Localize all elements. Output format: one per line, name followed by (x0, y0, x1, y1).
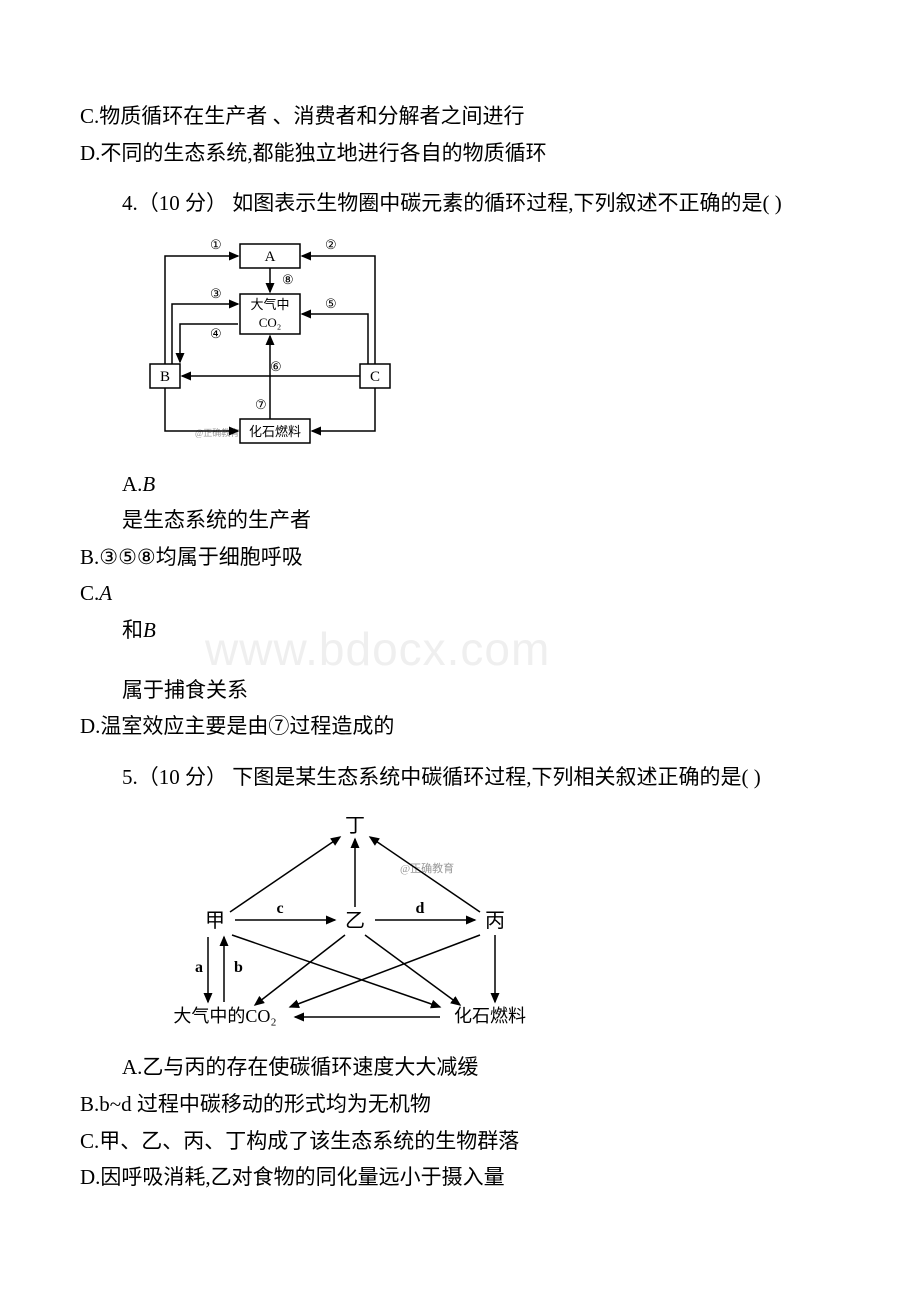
q4-stem: 4.（10 分） 如图表示生物圈中碳元素的循环过程,下列叙述不正确的是( ) (80, 187, 840, 220)
q5-ding: 丁 (345, 815, 365, 837)
q4-center-2: CO₂ (259, 315, 282, 330)
q5-jia: 甲 (205, 910, 225, 932)
q4-opt-b: B.③⑤⑧均属于细胞呼吸 (80, 541, 840, 574)
q4-n4: ④ (210, 326, 222, 341)
q4-opt-c-line3: 属于捕食关系 (80, 674, 840, 707)
q4-n5: ⑤ (325, 296, 337, 311)
q4-opt-a-line1: A.B (80, 468, 840, 501)
page: C.物质循环在生产者 、消费者和分解者之间进行 D.不同的生态系统,都能独立地进… (0, 0, 920, 1258)
q4-opt-a-var: B (142, 472, 155, 496)
q4-opt-c-var2: B (143, 618, 156, 642)
question-5: 5.（10 分） 下图是某生态系统中碳循环过程,下列相关叙述正确的是( ) 丁 … (80, 761, 840, 1194)
q5-stem: 5.（10 分） 下图是某生态系统中碳循环过程,下列相关叙述正确的是( ) (80, 761, 840, 794)
option-d-top: D.不同的生态系统,都能独立地进行各自的物质循环 (80, 137, 840, 170)
q4-center-1: 大气中 (250, 297, 289, 312)
q4-n7: ⑦ (255, 397, 267, 412)
q4-opt-c-mid: 和 (122, 618, 143, 642)
q4-opt-d: D.温室效应主要是由⑦过程造成的 (80, 710, 840, 743)
q4-diagram-watermark: @正确教育 (195, 427, 239, 438)
q4-diagram: A 大气中 CO₂ B C 化石燃料 @正确教育 ⑧ (140, 234, 840, 454)
option-c-top: C.物质循环在生产者 、消费者和分解者之间进行 (80, 100, 840, 133)
question-4: 4.（10 分） 如图表示生物圈中碳元素的循环过程,下列叙述不正确的是( ) A… (80, 187, 840, 743)
q4-opt-c-var: A (99, 581, 112, 605)
q4-n8: ⑧ (282, 272, 294, 287)
q5-co2: 大气中的CO₂ (173, 1006, 276, 1026)
q4-n6: ⑥ (270, 359, 282, 374)
q4-box-c: C (370, 369, 380, 385)
q5-opt-d: D.因呼吸消耗,乙对食物的同化量远小于摄入量 (80, 1161, 840, 1194)
q5-opt-a: A.乙与丙的存在使碳循环速度大大减缓 (80, 1051, 840, 1084)
q4-opt-c-line2: 和B (80, 614, 840, 647)
q5-fuel: 化石燃料 (454, 1006, 526, 1026)
q5-opt-b: B.b~d 过程中碳移动的形式均为无机物 (80, 1088, 840, 1121)
q4-opt-a-prefix: A. (122, 472, 142, 496)
q4-opt-a-line2: 是生态系统的生产者 (80, 504, 840, 537)
q4-opt-c-line1: C.A (80, 577, 840, 610)
q4-n3: ③ (210, 286, 222, 301)
q4-n1: ① (210, 237, 222, 252)
q4-n2: ② (325, 237, 337, 252)
q4-box-b: B (160, 369, 170, 385)
q5-b: b (234, 959, 243, 976)
q4-opt-c-prefix: C. (80, 581, 99, 605)
q5-bing: 丙 (485, 910, 505, 932)
watermark-strip: 和B www.bdocx.com (80, 614, 840, 674)
q5-diagram: 丁 甲 乙 丙 大气中的CO₂ 化石燃料 @正确教育 (140, 807, 840, 1037)
q4-fossil: 化石燃料 (249, 424, 301, 439)
q4-box-a: A (265, 249, 276, 265)
q5-a: a (195, 959, 203, 976)
q5-opt-c: C.甲、乙、丙、丁构成了该生态系统的生物群落 (80, 1125, 840, 1158)
q5-c: c (276, 900, 283, 917)
q5-yi: 乙 (345, 910, 365, 932)
q5-d: d (416, 900, 425, 917)
